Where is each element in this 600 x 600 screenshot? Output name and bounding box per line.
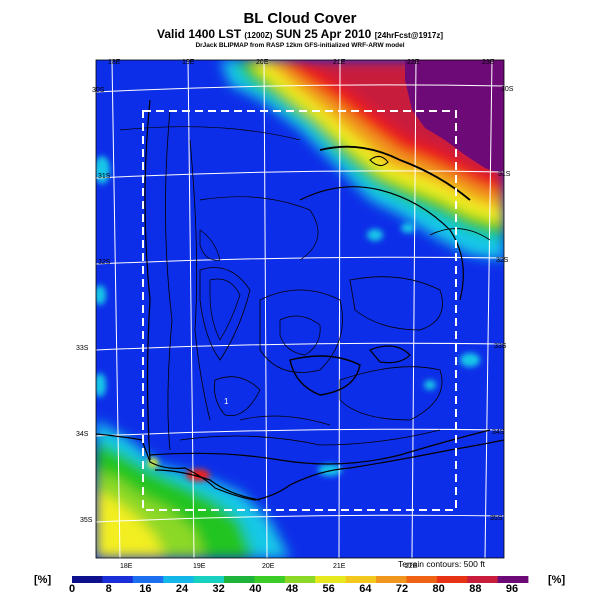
map-field: 1	[96, 60, 504, 558]
lat-label-right: 32S	[496, 257, 509, 264]
terrain-contours	[119, 99, 491, 501]
overcast-region	[405, 60, 504, 175]
lat-labels-left: 30S 31S 32S 33S 34S 35S	[76, 87, 111, 524]
coastline	[96, 433, 504, 501]
lat-label-left: 33S	[76, 345, 89, 352]
lat-label-right: 35S	[490, 515, 503, 522]
lat-label-right: 31S	[498, 171, 511, 178]
lon-label-top: 18E	[108, 59, 121, 66]
lat-label-left: 34S	[76, 431, 89, 438]
valid-time: Valid 1400 LST	[157, 27, 242, 41]
lon-label-bottom: 21E	[333, 563, 346, 570]
lon-label-top: 21E	[333, 59, 346, 66]
colorbar-unit-left: [%]	[34, 574, 52, 586]
point-marker-label: 1	[224, 397, 229, 406]
lat-label-left: 31S	[98, 173, 111, 180]
forecast-info: [24hrFcst@1917z]	[374, 31, 443, 40]
lat-lon-grid	[96, 60, 504, 558]
scattered-cloud-patches	[96, 156, 480, 476]
lon-labels-bottom: 18E 19E 20E 21E 22E	[120, 563, 418, 570]
lon-label-bottom: 19E	[193, 563, 206, 570]
lon-labels-top: 18E 19E 20E 21E 22E 23E	[108, 59, 495, 66]
lon-label-bottom: 18E	[120, 563, 133, 570]
lat-labels-right: 30S 31S 32S 33S 34S 35S	[490, 86, 514, 522]
model-credit: DrJack BLIPMAP from RASP 12km GFS-initia…	[195, 42, 405, 49]
lon-label-bottom: 20E	[262, 563, 275, 570]
chart-subtitle: Valid 1400 LST (1200Z) SUN 25 Apr 2010 […	[0, 27, 600, 41]
lat-label-right: 33S	[494, 343, 507, 350]
lat-label-right: 30S	[501, 86, 514, 93]
utc-time: (1200Z)	[244, 31, 273, 40]
lon-label-top: 20E	[256, 59, 269, 66]
sw-cloud-region	[96, 420, 290, 558]
inner-domain-box	[142, 110, 457, 511]
chart-title: BL Cloud Cover	[243, 10, 357, 27]
colorbar-unit-right: [%]	[548, 574, 566, 586]
lon-label-top: 22E	[407, 59, 420, 66]
lat-label-left: 35S	[80, 517, 93, 524]
terrain-note: Terrain contours: 500 ft	[398, 559, 485, 569]
lon-label-top: 23E	[482, 59, 495, 66]
lat-label-left: 30S	[92, 87, 105, 94]
map-frame	[95, 59, 505, 559]
lon-label-bottom: 22E	[405, 563, 418, 570]
lon-label-top: 19E	[182, 59, 195, 66]
valid-date: SUN 25 Apr 2010	[275, 27, 372, 41]
lat-label-right: 34S	[492, 429, 505, 436]
lat-label-left: 32S	[98, 259, 111, 266]
